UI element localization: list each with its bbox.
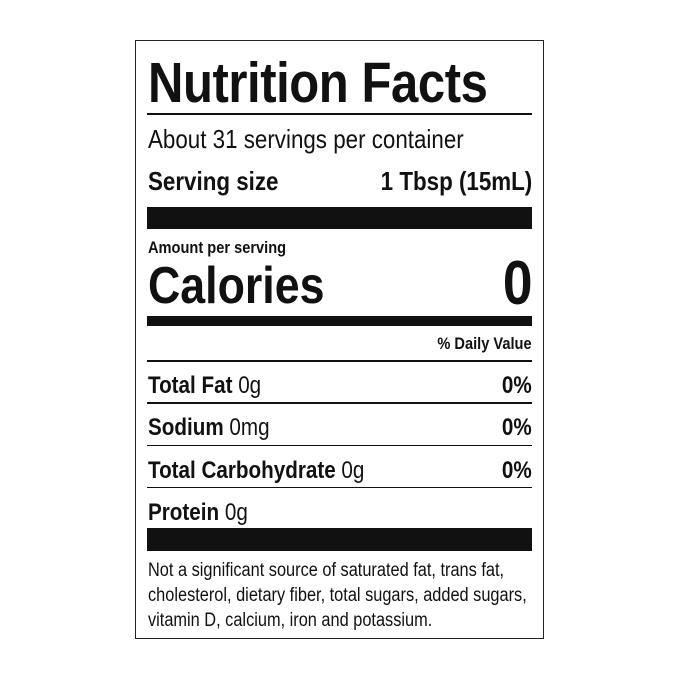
nutrient-row: Total Fat 0g [148, 374, 261, 398]
thick-bar [147, 207, 532, 229]
nutrient-name: Total Carbohydrate [148, 456, 336, 484]
serving-size-value: 1 Tbsp (15mL) [380, 166, 532, 196]
nutrient-amount: 0mg [229, 414, 270, 442]
calories-label: Calories [148, 257, 325, 315]
nutrient-row: Total Carbohydrate 0g [148, 456, 365, 484]
nutrient-amount: 0g [238, 372, 262, 399]
footnote-line: Not a significant source of saturated fa… [148, 560, 505, 581]
nutrient-dv: 0% [502, 372, 532, 399]
label-title: Nutrition Facts [148, 51, 488, 115]
footnote-line: cholesterol, dietary fiber, total sugars… [148, 585, 527, 606]
nutrient-amount: 0g [224, 498, 248, 526]
nutrient-dv: 0% [502, 414, 532, 442]
nutrient-row: Protein 0g [148, 498, 248, 526]
servings: About 31 servings per container [148, 124, 464, 154]
serving-size-label: Serving size [148, 166, 279, 196]
nutrient-dv: 0% [502, 456, 532, 484]
footnote-line: vitamin D, calcium, iron and potassium. [148, 610, 433, 631]
rule [147, 113, 532, 115]
rule [147, 360, 532, 362]
medium-bar [147, 316, 532, 326]
rule [147, 444, 532, 447]
daily-value-header: % Daily Value [437, 334, 532, 353]
amount-per-serving: Amount per serving [148, 238, 287, 257]
rule [147, 402, 532, 404]
nutrient-name: Sodium [148, 414, 224, 442]
rule [147, 486, 532, 489]
nutrient-amount: 0g [341, 456, 365, 484]
nutrition-label: Nutrition Facts About 31 servings per co… [135, 40, 544, 639]
nutrient-name: Protein [148, 498, 220, 526]
thick-bar [147, 528, 532, 551]
nutrient-row: Sodium 0mg [148, 416, 270, 440]
nutrient-name: Total Fat [148, 372, 233, 399]
calories-value: 0 [502, 249, 532, 318]
